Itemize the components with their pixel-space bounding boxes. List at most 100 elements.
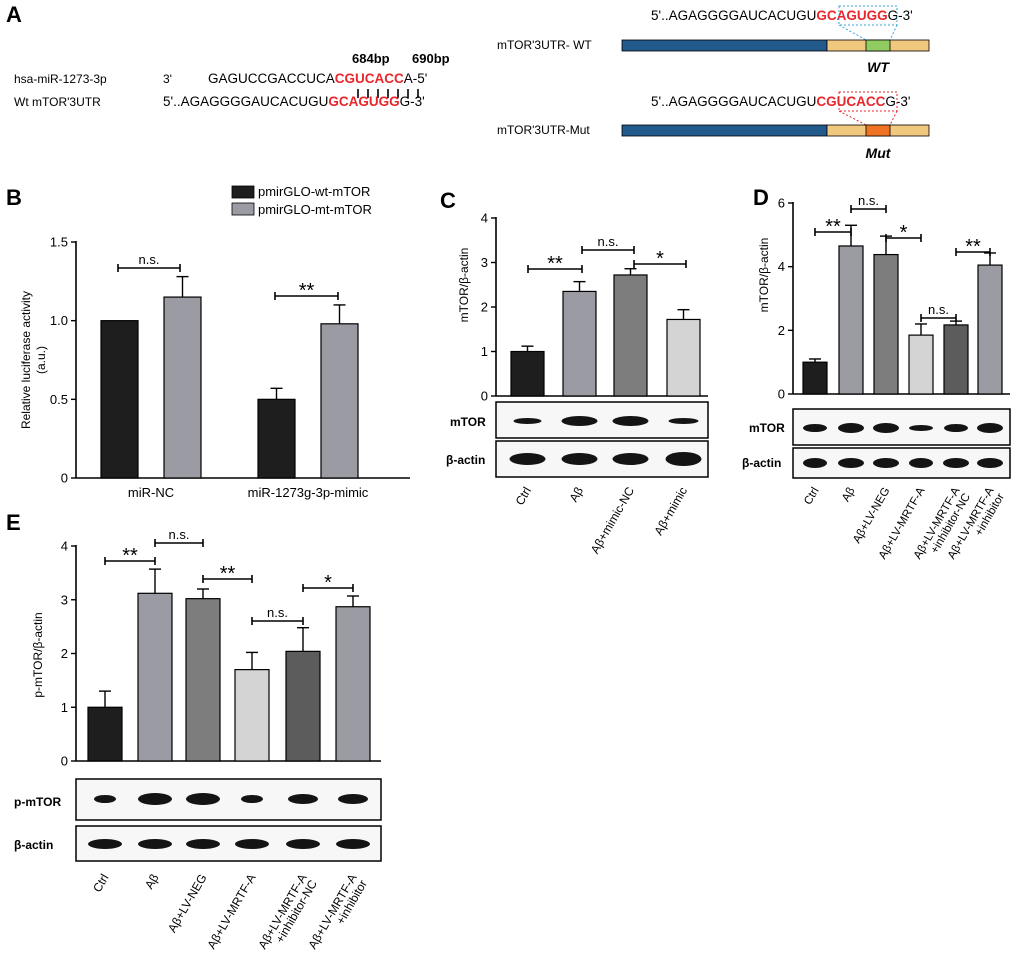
mut-construct-label: mTOR'3UTR-Mut xyxy=(497,123,590,137)
d-band-top xyxy=(873,423,899,433)
mirna-name: hsa-miR-1273-3p xyxy=(14,72,107,86)
d-sig-4-sig-label: n.s. xyxy=(928,302,949,317)
ylabel-b-line2: (a.u.) xyxy=(34,346,48,374)
ylabel-b-line1: Relative luciferase activity xyxy=(19,291,33,429)
mut-connector-left xyxy=(838,110,867,126)
d-xlabel-ctrl: Ctrl xyxy=(802,486,821,507)
c-band-bottom xyxy=(561,453,598,465)
d-band-top xyxy=(838,423,864,433)
wt-connector-right xyxy=(889,24,898,41)
b-sig-1-sig-label: n.s. xyxy=(139,252,160,267)
d-band-bottom xyxy=(838,458,864,468)
e-band-top xyxy=(94,795,116,803)
panel-label-c: C xyxy=(440,188,456,213)
c-band-top xyxy=(561,416,598,426)
c-bar-a-mimic-nc xyxy=(613,274,648,397)
blot-c-label-mtor: mTOR xyxy=(450,415,486,429)
e-sig-3-sig-label: ** xyxy=(220,563,236,585)
e-ytick-label: 2 xyxy=(61,646,68,661)
d-sig-3-sig-label: * xyxy=(900,222,908,244)
blot-d-label-actin: β-actin xyxy=(742,456,781,470)
d-band-bottom xyxy=(977,458,1003,468)
wt-connector-left xyxy=(838,24,867,41)
d-ytick-label: 0 xyxy=(778,387,785,402)
position-684bp: 684bp xyxy=(352,51,390,66)
b-ytick-label: 1.5 xyxy=(50,235,68,250)
e-sig-4-sig-label: n.s. xyxy=(267,605,288,620)
e-xlabel-ctrl: Ctrl xyxy=(90,872,111,895)
e-sig-2-sig-label: n.s. xyxy=(169,527,190,542)
e-band-top xyxy=(241,795,263,803)
ylabel-e: p-mTOR/β-actin xyxy=(31,612,45,697)
e-xlabel-a-lv-mrtf-a: Aβ+LV-MRTF-A xyxy=(204,872,258,952)
b-xlabel-mir-nc: miR-NC xyxy=(128,485,174,500)
e-xlabel-a: Aβ xyxy=(142,871,162,891)
mut-seq-seed: CGUCACC xyxy=(816,94,885,109)
c-xlabel-line: Aβ+mimic xyxy=(651,485,690,538)
wt-seq-prefix: 5'..AGAGGGGAUCACUGU xyxy=(651,8,816,23)
c-xlabel-line: Ctrl xyxy=(513,485,534,508)
b-ytick-label: 0 xyxy=(61,471,68,486)
d-bar-a-lv-mrtf-a-inhibitor xyxy=(977,264,1003,395)
c-ytick-label: 0 xyxy=(481,389,488,404)
blot-d-bands xyxy=(803,423,1003,468)
blot-e-label-pmtor: p-mTOR xyxy=(14,795,61,809)
e-bar-a-lv-mrtf-a-inhibitor-nc xyxy=(285,650,321,762)
c-ytick-label: 2 xyxy=(481,300,488,315)
d-band-bottom xyxy=(803,458,827,468)
blot-c-bands xyxy=(509,416,702,466)
blot-e-actin-frame xyxy=(75,825,382,862)
d-xlabel-a: Aβ xyxy=(840,485,858,504)
ylabel-c: mTOR/β-actin xyxy=(457,248,471,323)
d-band-top xyxy=(803,424,827,432)
legend-b: pmirGLO-wt-mTOR pmirGLO-mt-mTOR xyxy=(231,184,372,217)
e-bar-a-lv-neg xyxy=(185,598,221,762)
d-bar-a-lv-mrtf-a xyxy=(908,334,934,395)
d-xlabel-line: Aβ+LV-NEG xyxy=(851,485,893,545)
chart-b-marks: 0 0.5 1.0 1.5 miR-NC miR-1273g-3p-mimic n.s. ** xyxy=(50,235,410,500)
utr-name: Wt mTOR'3UTR xyxy=(14,95,101,109)
wt-binding-site xyxy=(865,39,891,52)
c-sig-2-sig-label: n.s. xyxy=(598,234,619,249)
c-ytick-label: 4 xyxy=(481,211,488,226)
e-ytick-label: 3 xyxy=(61,592,68,607)
d-band-bottom xyxy=(909,458,933,468)
mirna-seq-prefix: GAGUCCGACCUCA xyxy=(208,71,335,86)
panel-a: A 684bp 690bp hsa-miR-1273-3p 3' GAGUCCG… xyxy=(6,2,930,161)
d-band-top xyxy=(977,423,1003,433)
blot-d-mtor-frame xyxy=(792,408,1011,446)
c-bar-ctrl xyxy=(510,350,545,397)
c-xlabel-ctrl: Ctrl xyxy=(513,485,534,508)
panel-label-d: D xyxy=(753,185,769,210)
wt-sequence: 5'..AGAGGGGAUCACUGUGCAGUGGG-3' xyxy=(651,8,913,23)
d-ytick-label: 6 xyxy=(778,196,785,211)
western-blot-e: p-mTOR β-actin xyxy=(14,778,382,862)
d-bar-a-lv-mrtf-a-inhibitor-nc xyxy=(943,324,969,395)
legend-swatch-wt xyxy=(231,185,255,199)
c-xlabel-a: Aβ xyxy=(567,484,587,504)
d-bar-a-lv-neg xyxy=(873,253,899,395)
d-ytick-label: 4 xyxy=(778,259,785,274)
c-ytick-label: 3 xyxy=(481,255,488,270)
d-xlabel-a-lv-neg: Aβ+LV-NEG xyxy=(851,485,893,545)
d-xlabel-line: Aβ xyxy=(840,485,858,504)
wt-tag: WT xyxy=(867,59,890,75)
e-bar-a xyxy=(137,592,173,762)
e-band-bottom xyxy=(186,839,220,849)
chart-e-marks: 0 1 2 3 4 ** n.s. ** n.s. * Ctrl Aβ Aβ+LV-NEGAβ+LV-M… xyxy=(61,527,381,952)
mut-sequence: 5'..AGAGGGGAUCACUGUCGUCACCG-3' xyxy=(651,94,910,109)
d-bar-a xyxy=(838,245,864,395)
e-bar-a-lv-mrtf-a xyxy=(234,669,270,762)
wt-seq-seed: GCAGUGG xyxy=(816,8,887,23)
b-ytick-label: 1.0 xyxy=(50,313,68,328)
c-bar-a xyxy=(562,290,597,397)
chart-c-marks: 0 1 2 3 4 ** n.s. * Ctrl Aβ Aβ+mimic-NC Aβ+mimic xyxy=(481,211,708,556)
blot-e-label-actin: β-actin xyxy=(14,838,53,852)
utr-sequence: 5'..AGAGGGGAUCACUGUGCAGUGGG-3' xyxy=(163,94,425,109)
e-band-bottom xyxy=(235,839,269,849)
base-pair-lines xyxy=(357,89,419,98)
d-band-bottom xyxy=(873,458,899,468)
